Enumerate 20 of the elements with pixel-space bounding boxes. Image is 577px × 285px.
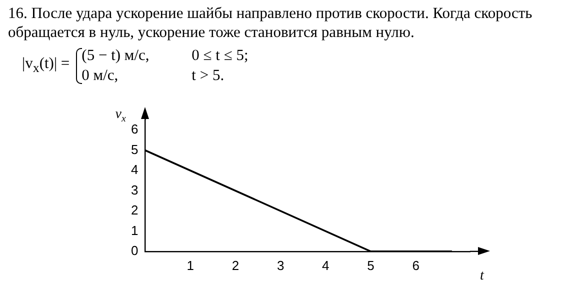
text: 0 ≤ t ≤ 5; [192,46,248,66]
x-tick-label: 2 [232,258,240,273]
x-tick-label: 6 [412,258,420,273]
y-tick-label: 5 [130,142,138,157]
chart-title: 16. После удара ускорение шайбы направлено против скорости. Когда скорость обращается в нуль, ускорение тоже становится равным нулю. [8,4,534,42]
x-tick-label: 4 [322,258,330,273]
y-tick-label: 6 [130,122,138,137]
x-tick-label: 3 [276,258,284,273]
y-tick-label: 3 [130,182,138,198]
y-tick-label: 1 [130,222,138,238]
x-tick-label: 1 [186,258,194,273]
y-tick-label: 4 [130,162,138,178]
y-tick-label: 0 [130,242,138,258]
text: (5 − t) м/с, [82,46,150,66]
text: t > 5. [192,66,226,86]
text: 0 м/с, [82,66,120,86]
x-axis-title: t [480,268,485,284]
text: |v$_{x}$(t)| = [22,55,70,77]
x-tick-label: 5 [367,258,374,273]
y-tick-label: 2 [130,202,138,218]
